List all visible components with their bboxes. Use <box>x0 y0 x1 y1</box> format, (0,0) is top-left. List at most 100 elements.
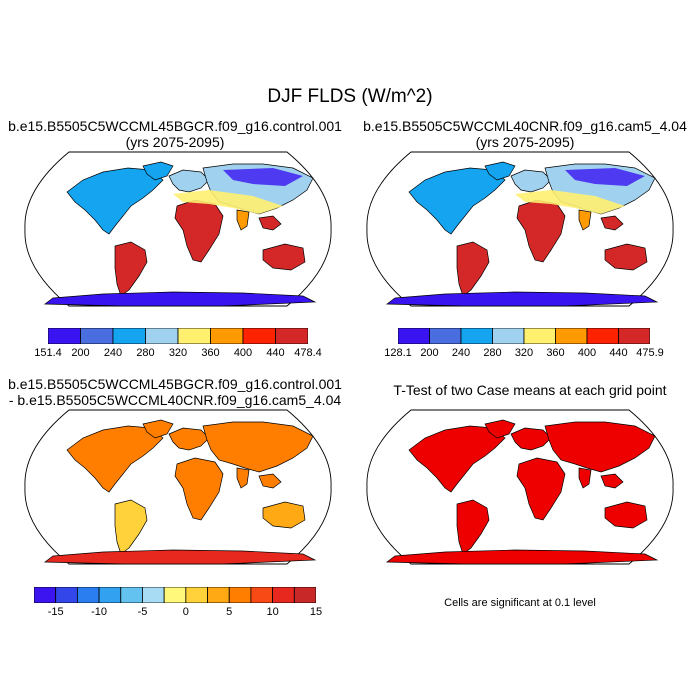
colorbar-tick-label: 240 <box>451 347 471 359</box>
continent-na <box>66 167 164 235</box>
top-left-colorbar: 151.4 200 240 280 320 360 400 440 478.4 <box>34 327 322 359</box>
colorbar-tick-label: 128.1 <box>384 347 412 359</box>
colorbar-tick-label: 200 <box>71 347 90 359</box>
continent-na <box>408 425 506 493</box>
continent-antarctica <box>385 549 659 565</box>
colorbar-tick-label: 5 <box>226 606 233 618</box>
colorbar-tick-label: 360 <box>546 347 565 359</box>
colorbar-tick-label: 320 <box>168 347 188 359</box>
top-right-title: b.e15.B5505C5WCCML40CNR.f09_g16.cam5_4.0… <box>340 118 700 150</box>
colorbar-swatch <box>47 327 81 345</box>
continent-seasia <box>600 215 624 231</box>
top-right-map <box>366 151 674 307</box>
significance-note: Cells are significant at 0.1 level <box>444 597 596 609</box>
colorbar-tick-label: -10 <box>91 606 108 618</box>
colorbar-swatch <box>55 586 78 604</box>
colorbar-swatch <box>397 327 430 345</box>
colorbar-tick-label: 0 <box>182 606 189 618</box>
continent-sa <box>456 241 490 297</box>
colorbar-swatch <box>76 586 100 604</box>
continent-africa <box>174 457 224 521</box>
colorbar-swatch <box>145 327 179 345</box>
top-left-map <box>24 151 332 307</box>
colorbar-swatch <box>228 586 252 604</box>
colorbar-swatch <box>112 327 146 345</box>
colorbar-swatch <box>429 327 462 345</box>
colorbar-tick-label: 440 <box>266 347 285 359</box>
colorbar-tick-label: 280 <box>136 347 155 359</box>
colorbar-swatch <box>80 327 114 345</box>
top-right-title-line2: (yrs 2075-2095) <box>475 134 575 150</box>
bottom-right-map <box>366 409 674 565</box>
continent-na <box>66 425 164 493</box>
colorbar-swatch <box>618 327 651 345</box>
bottom-left-map <box>24 409 332 565</box>
continent-australia <box>604 501 648 529</box>
colorbar-swatch <box>120 586 143 604</box>
colorbar-swatch <box>523 327 556 345</box>
colorbar-swatch <box>210 327 244 345</box>
colorbar-swatch <box>586 327 619 345</box>
top-left-title: b.e15.B5505C5WCCML45BGCR.f09_g16.control… <box>0 118 350 150</box>
continent-australia <box>262 501 306 529</box>
continent-europe <box>510 169 552 193</box>
colorbar-tick-label: 360 <box>201 347 220 359</box>
top-right-colorbar: 128.1 200 240 280 320 360 400 440 475.9 <box>384 327 664 359</box>
colorbar-tick-label: 280 <box>483 347 502 359</box>
midlatitude-band <box>515 190 625 214</box>
continent-india <box>578 467 592 489</box>
colorbar-swatch <box>555 327 588 345</box>
colorbar-swatch <box>185 586 208 604</box>
colorbar-tick-label: 475.9 <box>636 347 664 359</box>
continent-greenland <box>142 419 174 439</box>
colorbar-swatch <box>242 327 276 345</box>
colorbar-tick-label: -15 <box>47 606 64 618</box>
continent-sa <box>456 499 490 555</box>
colorbar-swatch <box>293 586 317 604</box>
bottom-right-title: T-Test of two Case means at each grid po… <box>393 382 667 398</box>
colorbar-swatch <box>460 327 493 345</box>
continent-seasia <box>258 215 282 231</box>
colorbar-tick-label: 400 <box>577 347 597 359</box>
colorbar-swatch <box>207 586 230 604</box>
colorbar-swatch <box>142 586 165 604</box>
colorbar-tick-label: 478.4 <box>294 347 322 359</box>
bottom-left-colorbar: -15 -10 -5 0 5 10 15 <box>33 586 322 618</box>
colorbar-swatch <box>163 586 187 604</box>
continent-sa <box>114 499 148 555</box>
continent-sa <box>114 241 148 297</box>
continent-asia <box>544 421 656 473</box>
siberia-cold-region <box>223 168 303 186</box>
top-right-title-line1: b.e15.B5505C5WCCML40CNR.f09_g16.cam5_4.0… <box>363 118 687 134</box>
continent-india <box>236 209 250 231</box>
top_right-colorbar-swatches <box>397 327 651 345</box>
bottom-left-title-line1: b.e15.B5505C5WCCML45BGCR.f09_g16.control… <box>8 376 342 392</box>
continent-asia <box>202 421 314 473</box>
siberia-cold-region <box>565 168 645 186</box>
colorbar-tick-label: 151.4 <box>34 347 62 359</box>
colorbar-swatch <box>33 586 57 604</box>
colorbar-tick-label: 200 <box>420 347 439 359</box>
bottom-left-title-line2: - b.e15.B5505C5WCCML40CNR.f09_g16.cam5_4… <box>8 392 342 408</box>
colorbar-tick-label: -5 <box>137 606 148 618</box>
continent-seasia <box>258 473 282 489</box>
continent-na <box>408 167 506 235</box>
continent-europe <box>168 427 210 451</box>
bottom_left-colorbar-swatches <box>33 586 317 604</box>
continent-antarctica <box>385 291 659 307</box>
continent-india <box>236 467 250 489</box>
colorbar-swatch <box>492 327 525 345</box>
continent-greenland <box>484 419 516 439</box>
main-title: DJF FLDS (W/m^2) <box>267 86 433 107</box>
colorbar-tick-label: 320 <box>514 347 534 359</box>
top-left-title-line1: b.e15.B5505C5WCCML45BGCR.f09_g16.control… <box>8 118 342 134</box>
colorbar-swatch <box>98 586 122 604</box>
colorbar-swatch <box>177 327 211 345</box>
colorbar-tick-label: 15 <box>309 606 323 618</box>
continent-antarctica <box>43 549 317 565</box>
colorbar-swatch <box>250 586 274 604</box>
continent-europe <box>168 169 210 193</box>
continent-greenland <box>142 161 174 181</box>
continent-india <box>578 209 592 231</box>
top_left-colorbar-swatches <box>47 327 309 345</box>
